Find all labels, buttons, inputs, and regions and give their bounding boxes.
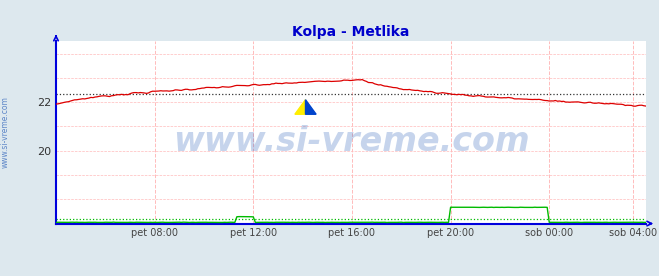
Polygon shape <box>295 100 306 114</box>
Polygon shape <box>306 100 316 114</box>
Text: www.si-vreme.com: www.si-vreme.com <box>1 97 10 168</box>
Text: www.si-vreme.com: www.si-vreme.com <box>173 125 529 158</box>
Title: Kolpa - Metlika: Kolpa - Metlika <box>292 25 410 39</box>
